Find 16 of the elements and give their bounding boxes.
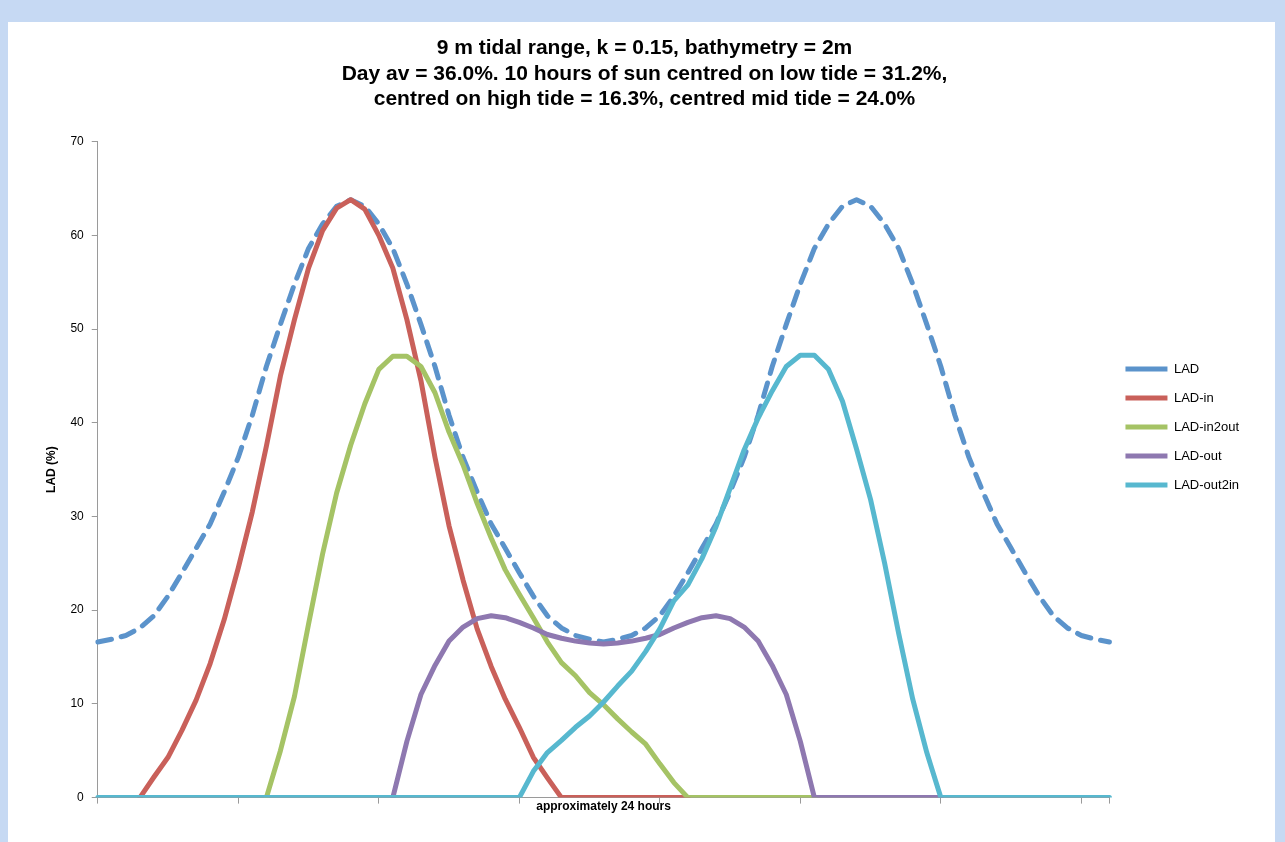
x-axis-title: approximately 24 hours [536, 799, 672, 814]
y-tick-label: 20 [70, 602, 85, 617]
legend-label: LAD-in2out [1173, 418, 1240, 434]
y-tick-label: 0 [77, 789, 85, 804]
legend-label: LAD [1173, 360, 1200, 376]
legend-label: LAD-out2in [1173, 476, 1240, 492]
y-tick-label: 50 [70, 321, 85, 336]
y-tick-label: 30 [70, 508, 85, 523]
legend-label: LAD-in [1173, 389, 1214, 405]
y-tick-label: 70 [70, 133, 85, 148]
y-tick-label: 40 [70, 415, 85, 430]
y-tick-label: 10 [70, 696, 85, 711]
chart-title: 9 m tidal range, k = 0.15, bathymetry = 2m Day av = 36.0%. 10 hours of sun centred on low tide = 31.2%, centred on high tide = 16.3%, centred mid tide = 24.0% [341, 35, 948, 109]
y-axis-title: LAD (%) [43, 446, 58, 493]
legend-label: LAD-out [1173, 447, 1223, 463]
y-tick-label: 60 [70, 227, 85, 242]
